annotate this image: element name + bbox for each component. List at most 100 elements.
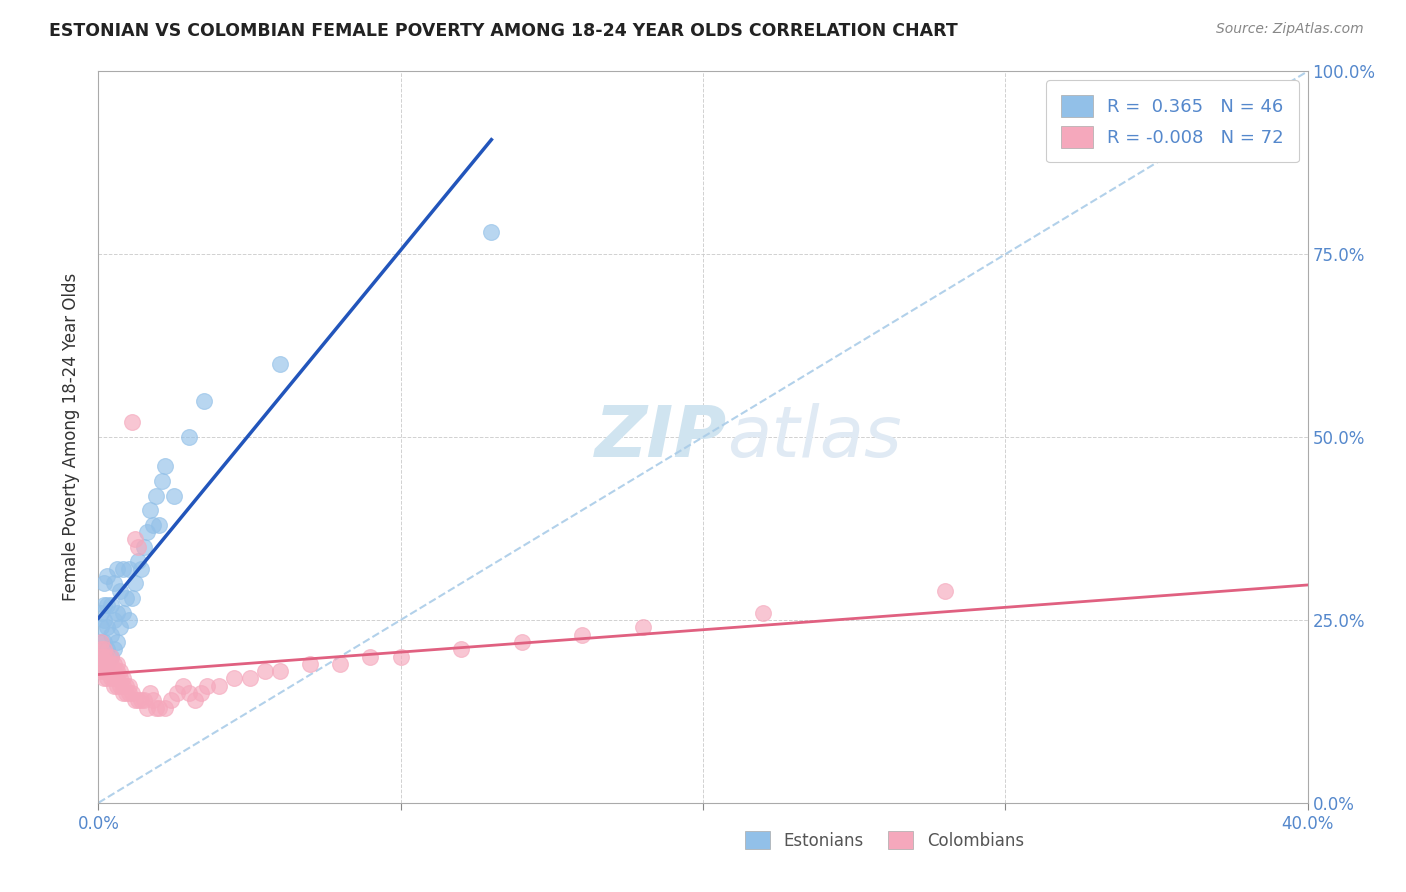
Text: ESTONIAN VS COLOMBIAN FEMALE POVERTY AMONG 18-24 YEAR OLDS CORRELATION CHART: ESTONIAN VS COLOMBIAN FEMALE POVERTY AMO… xyxy=(49,22,957,40)
Point xyxy=(108,672,131,686)
Point xyxy=(96,599,118,613)
Point xyxy=(90,649,112,664)
Point xyxy=(111,679,134,693)
Point xyxy=(118,562,141,576)
Point xyxy=(103,679,125,693)
Point xyxy=(93,649,115,664)
Point xyxy=(103,576,125,591)
Point xyxy=(96,642,118,657)
Point xyxy=(132,693,155,707)
Point xyxy=(124,533,146,547)
Point xyxy=(90,606,112,620)
Point xyxy=(108,664,131,678)
Point xyxy=(93,664,115,678)
Point xyxy=(114,686,136,700)
Point xyxy=(111,686,134,700)
Point xyxy=(184,693,207,707)
Point xyxy=(105,657,128,671)
Point xyxy=(172,679,194,693)
Point xyxy=(752,606,775,620)
Point xyxy=(100,649,122,664)
Point xyxy=(96,620,118,634)
Point xyxy=(103,642,125,657)
Point xyxy=(103,657,125,671)
Point xyxy=(269,357,291,371)
Point xyxy=(105,606,128,620)
Point xyxy=(163,489,186,503)
Point xyxy=(934,583,956,598)
Point xyxy=(389,649,412,664)
Point xyxy=(127,554,149,568)
Point xyxy=(96,657,118,671)
Point xyxy=(96,672,118,686)
Point xyxy=(93,599,115,613)
Point xyxy=(111,606,134,620)
Point xyxy=(105,679,128,693)
Point xyxy=(96,649,118,664)
Point xyxy=(148,700,170,714)
Point xyxy=(269,664,291,678)
Point xyxy=(114,591,136,605)
Point xyxy=(145,489,167,503)
Point xyxy=(100,657,122,671)
Point xyxy=(142,517,165,532)
Point xyxy=(145,700,167,714)
Point xyxy=(148,517,170,532)
Point xyxy=(118,679,141,693)
Point xyxy=(135,700,157,714)
Point xyxy=(93,657,115,671)
Point xyxy=(208,679,231,693)
Point xyxy=(100,672,122,686)
Legend: Estonians, Colombians: Estonians, Colombians xyxy=(738,824,1031,856)
Point xyxy=(224,672,246,686)
Point xyxy=(114,679,136,693)
Point xyxy=(139,686,162,700)
Point xyxy=(153,700,176,714)
Point xyxy=(103,672,125,686)
Point xyxy=(193,393,215,408)
Point xyxy=(108,620,131,634)
Point xyxy=(195,679,218,693)
Point xyxy=(103,664,125,678)
Point xyxy=(124,576,146,591)
Point xyxy=(129,562,152,576)
Point xyxy=(100,664,122,678)
Point xyxy=(118,613,141,627)
Point xyxy=(631,620,654,634)
Point xyxy=(90,635,112,649)
Point xyxy=(93,635,115,649)
Point xyxy=(100,627,122,641)
Point xyxy=(108,583,131,598)
Point xyxy=(103,613,125,627)
Point xyxy=(96,657,118,671)
Point xyxy=(179,430,201,444)
Text: atlas: atlas xyxy=(727,402,901,472)
Point xyxy=(571,627,593,641)
Point xyxy=(239,672,262,686)
Point xyxy=(132,540,155,554)
Point xyxy=(190,686,212,700)
Text: Source: ZipAtlas.com: Source: ZipAtlas.com xyxy=(1216,22,1364,37)
Point xyxy=(96,664,118,678)
Point xyxy=(93,642,115,657)
Point xyxy=(150,474,173,488)
Point xyxy=(90,657,112,671)
Point xyxy=(253,664,276,678)
Point xyxy=(105,635,128,649)
Point xyxy=(121,686,143,700)
Point xyxy=(299,657,322,671)
Point xyxy=(139,503,162,517)
Point xyxy=(100,649,122,664)
Point xyxy=(93,672,115,686)
Point xyxy=(481,225,503,239)
Point xyxy=(124,693,146,707)
Point xyxy=(142,693,165,707)
Point xyxy=(111,562,134,576)
Point xyxy=(100,599,122,613)
Point xyxy=(153,459,176,474)
Point xyxy=(108,679,131,693)
Point xyxy=(127,540,149,554)
Point xyxy=(121,416,143,430)
Point xyxy=(121,591,143,605)
Point xyxy=(135,525,157,540)
